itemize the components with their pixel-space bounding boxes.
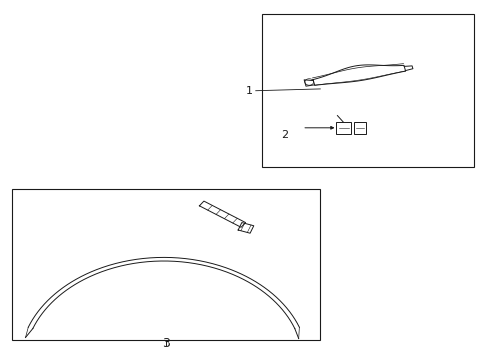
Bar [261, 14, 473, 167]
Bar [335, 122, 350, 134]
Bar [12, 189, 320, 340]
Text: 1: 1 [246, 86, 253, 96]
Text: 3: 3 [162, 337, 170, 350]
Bar [353, 122, 365, 134]
Text: 2: 2 [281, 130, 288, 140]
